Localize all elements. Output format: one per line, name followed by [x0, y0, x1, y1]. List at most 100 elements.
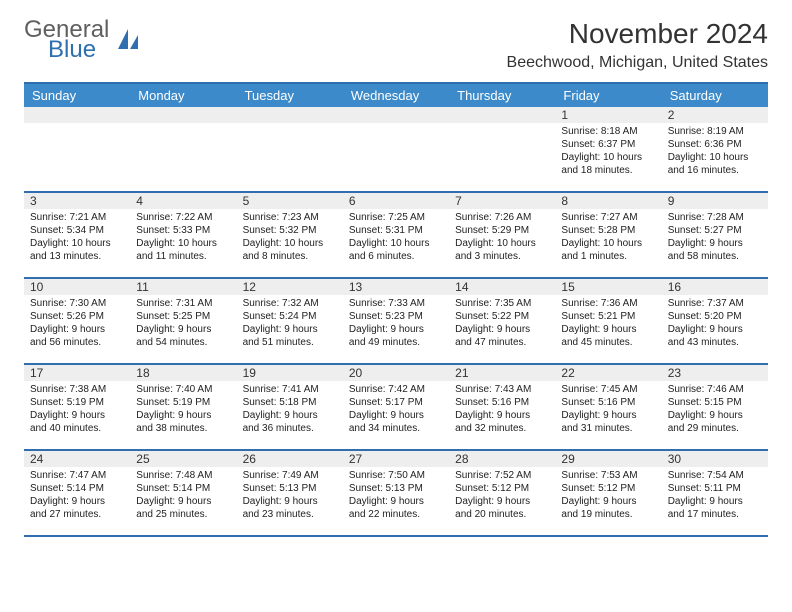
day-number: 29: [555, 451, 661, 467]
day-cell: 5 Sunrise: 7:23 AMSunset: 5:32 PMDaylight…: [237, 193, 343, 277]
day-details: Sunrise: 8:19 AMSunset: 6:36 PMDaylight:…: [668, 125, 762, 177]
day-details: Sunrise: 7:38 AMSunset: 5:19 PMDaylight:…: [30, 383, 124, 435]
day-cell: [237, 107, 343, 191]
day-details: Sunrise: 7:45 AMSunset: 5:16 PMDaylight:…: [561, 383, 655, 435]
day-details: Sunrise: 7:53 AMSunset: 5:12 PMDaylight:…: [561, 469, 655, 521]
calendar-page: General Blue November 2024 Beechwood, Mi…: [0, 0, 792, 561]
day-cell: 14 Sunrise: 7:35 AMSunset: 5:22 PMDayligh…: [449, 279, 555, 363]
day-number: 1: [555, 107, 661, 123]
calendar-grid: SundayMondayTuesdayWednesdayThursdayFrid…: [24, 82, 768, 537]
day-cell: 24Sunrise: 7:47 AMSunset: 5:14 PMDayligh…: [24, 451, 130, 535]
day-cell: 4 Sunrise: 7:22 AMSunset: 5:33 PMDaylight…: [130, 193, 236, 277]
day-number: 11: [130, 279, 236, 295]
location-line: Beechwood, Michigan, United States: [507, 54, 768, 72]
day-number: 4: [130, 193, 236, 209]
day-cell: 9Sunrise: 7:28 AMSunset: 5:27 PMDaylight…: [662, 193, 768, 277]
day-cell: 6 Sunrise: 7:25 AMSunset: 5:31 PMDaylight…: [343, 193, 449, 277]
day-cell: [449, 107, 555, 191]
day-details: Sunrise: 7:46 AMSunset: 5:15 PMDaylight:…: [668, 383, 762, 435]
day-details: Sunrise: 7:37 AMSunset: 5:20 PMDaylight:…: [668, 297, 762, 349]
day-cell: [24, 107, 130, 191]
weekday-header: Monday: [130, 84, 236, 107]
day-cell: 17 Sunrise: 7:38 AMSunset: 5:19 PMDayligh…: [24, 365, 130, 449]
day-cell: 15Sunrise: 7:36 AMSunset: 5:21 PMDayligh…: [555, 279, 661, 363]
day-number: 5: [237, 193, 343, 209]
weekday-header: Tuesday: [237, 84, 343, 107]
day-cell: 10Sunrise: 7:30 AMSunset: 5:26 PMDayligh…: [24, 279, 130, 363]
day-number: 2: [662, 107, 768, 123]
logo-text-block: General Blue: [24, 18, 109, 62]
day-number: 13: [343, 279, 449, 295]
day-cell: 29 Sunrise: 7:53 AMSunset: 5:12 PMDayligh…: [555, 451, 661, 535]
week-row: 3 Sunrise: 7:21 AMSunset: 5:34 PMDaylight…: [24, 193, 768, 279]
day-number: 8: [555, 193, 661, 209]
weekday-header: Thursday: [449, 84, 555, 107]
day-cell: 13 Sunrise: 7:33 AMSunset: 5:23 PMDayligh…: [343, 279, 449, 363]
weekday-header: Friday: [555, 84, 661, 107]
day-number: 23: [662, 365, 768, 381]
day-details: Sunrise: 7:36 AMSunset: 5:21 PMDaylight:…: [561, 297, 655, 349]
day-cell: 27 Sunrise: 7:50 AMSunset: 5:13 PMDayligh…: [343, 451, 449, 535]
day-cell: 11 Sunrise: 7:31 AMSunset: 5:25 PMDayligh…: [130, 279, 236, 363]
title-block: November 2024 Beechwood, Michigan, Unite…: [507, 18, 768, 72]
day-details: Sunrise: 7:50 AMSunset: 5:13 PMDaylight:…: [349, 469, 443, 521]
day-cell: 22 Sunrise: 7:45 AMSunset: 5:16 PMDayligh…: [555, 365, 661, 449]
day-details: Sunrise: 7:35 AMSunset: 5:22 PMDaylight:…: [455, 297, 549, 349]
week-row: 24Sunrise: 7:47 AMSunset: 5:14 PMDayligh…: [24, 451, 768, 537]
day-details: Sunrise: 7:28 AMSunset: 5:27 PMDaylight:…: [668, 211, 762, 263]
day-number: 6: [343, 193, 449, 209]
empty-day-band: [449, 107, 555, 123]
empty-day-band: [24, 107, 130, 123]
month-title: November 2024: [507, 18, 768, 50]
day-details: Sunrise: 7:27 AMSunset: 5:28 PMDaylight:…: [561, 211, 655, 263]
day-cell: 19Sunrise: 7:41 AMSunset: 5:18 PMDayligh…: [237, 365, 343, 449]
day-details: Sunrise: 7:26 AMSunset: 5:29 PMDaylight:…: [455, 211, 549, 263]
day-cell: 16Sunrise: 7:37 AMSunset: 5:20 PMDayligh…: [662, 279, 768, 363]
day-number: 27: [343, 451, 449, 467]
day-cell: [130, 107, 236, 191]
sails-icon: [115, 27, 141, 53]
day-details: Sunrise: 7:25 AMSunset: 5:31 PMDaylight:…: [349, 211, 443, 263]
day-cell: 25Sunrise: 7:48 AMSunset: 5:14 PMDayligh…: [130, 451, 236, 535]
day-cell: 21Sunrise: 7:43 AMSunset: 5:16 PMDayligh…: [449, 365, 555, 449]
day-number: 24: [24, 451, 130, 467]
day-number: 22: [555, 365, 661, 381]
weekday-header: Saturday: [662, 84, 768, 107]
day-details: Sunrise: 7:42 AMSunset: 5:17 PMDaylight:…: [349, 383, 443, 435]
day-number: 20: [343, 365, 449, 381]
week-row: 10Sunrise: 7:30 AMSunset: 5:26 PMDayligh…: [24, 279, 768, 365]
week-row: 17 Sunrise: 7:38 AMSunset: 5:19 PMDayligh…: [24, 365, 768, 451]
day-number: 28: [449, 451, 555, 467]
day-details: Sunrise: 7:49 AMSunset: 5:13 PMDaylight:…: [243, 469, 337, 521]
day-details: Sunrise: 7:32 AMSunset: 5:24 PMDaylight:…: [243, 297, 337, 349]
day-cell: 20 Sunrise: 7:42 AMSunset: 5:17 PMDayligh…: [343, 365, 449, 449]
day-details: Sunrise: 7:23 AMSunset: 5:32 PMDaylight:…: [243, 211, 337, 263]
weekday-header: Sunday: [24, 84, 130, 107]
day-details: Sunrise: 7:21 AMSunset: 5:34 PMDaylight:…: [30, 211, 124, 263]
day-details: Sunrise: 7:22 AMSunset: 5:33 PMDaylight:…: [136, 211, 230, 263]
day-number: 12: [237, 279, 343, 295]
day-details: Sunrise: 7:52 AMSunset: 5:12 PMDaylight:…: [455, 469, 549, 521]
day-number: 14: [449, 279, 555, 295]
day-cell: 18 Sunrise: 7:40 AMSunset: 5:19 PMDayligh…: [130, 365, 236, 449]
day-cell: [343, 107, 449, 191]
day-cell: 12 Sunrise: 7:32 AMSunset: 5:24 PMDayligh…: [237, 279, 343, 363]
day-details: Sunrise: 7:33 AMSunset: 5:23 PMDaylight:…: [349, 297, 443, 349]
day-cell: 28 Sunrise: 7:52 AMSunset: 5:12 PMDayligh…: [449, 451, 555, 535]
day-cell: 7Sunrise: 7:26 AMSunset: 5:29 PMDaylight…: [449, 193, 555, 277]
day-cell: 8 Sunrise: 7:27 AMSunset: 5:28 PMDaylight…: [555, 193, 661, 277]
empty-day-band: [343, 107, 449, 123]
day-cell: 1 Sunrise: 8:18 AMSunset: 6:37 PMDaylight…: [555, 107, 661, 191]
day-number: 3: [24, 193, 130, 209]
day-details: Sunrise: 8:18 AMSunset: 6:37 PMDaylight:…: [561, 125, 655, 177]
day-number: 18: [130, 365, 236, 381]
day-number: 25: [130, 451, 236, 467]
weekday-header: Wednesday: [343, 84, 449, 107]
day-number: 17: [24, 365, 130, 381]
day-number: 21: [449, 365, 555, 381]
day-details: Sunrise: 7:31 AMSunset: 5:25 PMDaylight:…: [136, 297, 230, 349]
day-details: Sunrise: 7:30 AMSunset: 5:26 PMDaylight:…: [30, 297, 124, 349]
day-details: Sunrise: 7:54 AMSunset: 5:11 PMDaylight:…: [668, 469, 762, 521]
day-details: Sunrise: 7:40 AMSunset: 5:19 PMDaylight:…: [136, 383, 230, 435]
day-details: Sunrise: 7:41 AMSunset: 5:18 PMDaylight:…: [243, 383, 337, 435]
